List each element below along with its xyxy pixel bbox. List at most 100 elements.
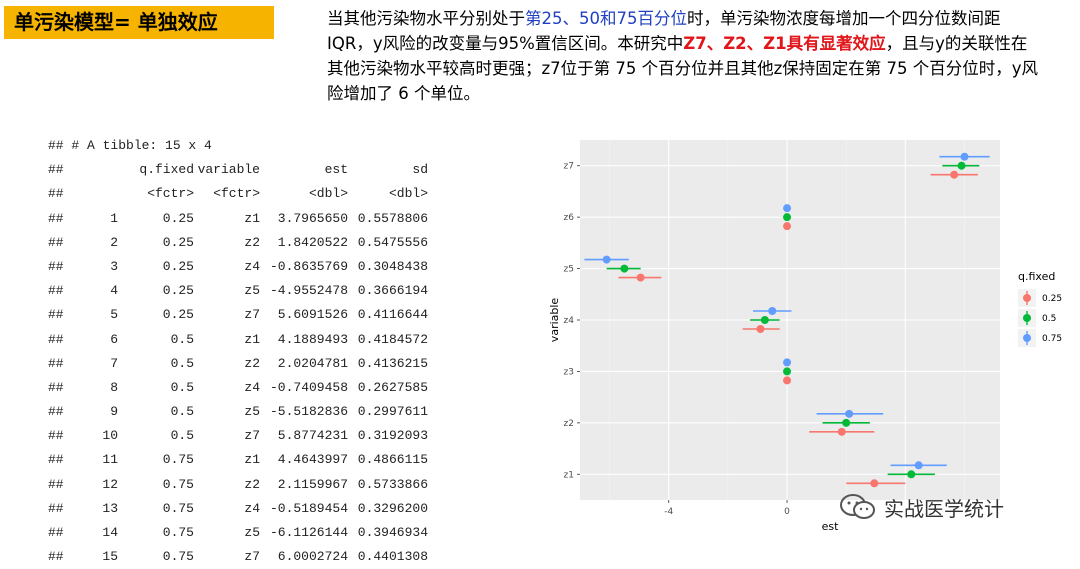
data-point — [768, 307, 777, 315]
tibble-cell: 0.4866115 — [357, 452, 428, 468]
tibble-row: ## 13 0.75 z4 -0.5189454 0.3296200 — [48, 497, 428, 521]
tibble-cell: ## — [48, 549, 64, 565]
data-point — [783, 358, 792, 367]
y-tick-label: z1 — [564, 470, 574, 480]
tibble-cell: <dbl> — [388, 186, 428, 202]
series-0.25 — [618, 170, 978, 488]
watermark: 实战医学统计 — [838, 492, 1004, 522]
tibble-row: ## 14 0.75 z5 -6.1126144 0.3946934 — [48, 521, 428, 545]
tibble-cell: 5 — [110, 307, 118, 323]
legend-label: 0.5 — [1042, 314, 1056, 324]
legend-key-point — [1023, 294, 1031, 302]
tibble-cell: z7 — [244, 307, 260, 323]
tibble-cell: 0.5 — [170, 428, 194, 444]
tibble-cell: 12 — [102, 476, 118, 492]
tibble-cell: 0.2997611 — [357, 404, 428, 420]
data-point — [602, 255, 611, 264]
data-point — [914, 461, 923, 470]
y-tick-label: z5 — [564, 265, 574, 275]
tibble-cell: z5 — [244, 404, 260, 420]
legend-key-point — [1023, 314, 1031, 322]
tibble-cell: -0.7409458 — [269, 379, 348, 395]
tibble-cell: 5.6091526 — [277, 307, 348, 323]
tibble-cell: -5.5182836 — [269, 404, 348, 420]
data-point — [907, 470, 916, 479]
tibble-cell: 3 — [110, 258, 118, 274]
tibble-cell: z1 — [244, 331, 260, 347]
desc-segment: Z7、Z2、Z1具有显著效应 — [683, 34, 886, 53]
data-point — [636, 273, 645, 282]
tibble-cell: 0.25 — [162, 258, 194, 274]
series-0.5 — [606, 161, 980, 479]
desc-segment: 当其他污染物水平分别处于 — [327, 9, 525, 28]
tibble-row: ## 11 0.75 z1 4.4643997 0.4866115 — [48, 448, 428, 472]
data-point — [870, 479, 879, 488]
tibble-cell: 4.4643997 — [277, 452, 348, 468]
data-point — [957, 161, 966, 170]
legend-key-point — [1023, 334, 1031, 342]
tibble-cell: ## — [48, 234, 64, 250]
tibble-cell: 0.75 — [162, 452, 194, 468]
tibble-cell: 4.1889493 — [277, 331, 348, 347]
tibble-cell: 2 — [110, 234, 118, 250]
tibble-cell: 0.5578806 — [357, 210, 428, 226]
data-point — [783, 376, 792, 385]
tibble-cell: 0.25 — [162, 307, 194, 323]
tibble-cell: 0.75 — [162, 549, 194, 565]
tibble-cell: 0.75 — [162, 500, 194, 516]
tibble-cell: z4 — [244, 258, 260, 274]
slide-title: 单污染模型= 单独效应 — [4, 6, 274, 39]
data-point — [760, 316, 769, 324]
tibble-cell: 0.5 — [170, 331, 194, 347]
tibble-cell: -6.1126144 — [269, 525, 348, 540]
tibble-cell: ## — [48, 404, 64, 420]
tibble-cell: <fctr> — [147, 186, 194, 202]
tibble-cell: ## — [48, 210, 64, 226]
tibble-cell: ## — [48, 379, 64, 395]
x-tick-label: -4 — [664, 507, 673, 517]
tibble-cell: ## — [48, 283, 64, 299]
tibble-cell: 0.4401308 — [357, 549, 428, 565]
tibble-row: ## 5 0.25 z7 5.6091526 0.4116644 — [48, 303, 428, 327]
tibble-row: ## 15 0.75 z7 6.0002724 0.4401308 — [48, 545, 428, 569]
watermark-text: 实战医学统计 — [884, 496, 1004, 521]
tibble-cell: 7 — [110, 355, 118, 371]
tibble-cell: 0.4116644 — [357, 307, 428, 323]
tibble-cell: 0.3666194 — [357, 283, 428, 299]
tibble-cell: <dbl> — [308, 186, 348, 202]
tibble-cell: ## — [48, 186, 64, 202]
tibble-cell: 0.3946934 — [357, 525, 428, 540]
data-point — [960, 152, 969, 161]
tibble-cell: sd — [412, 162, 428, 178]
series-0.75 — [584, 152, 990, 470]
tibble-cell: ## — [48, 500, 64, 516]
tibble-row: ## 2 0.25 z2 1.8420522 0.5475556 — [48, 231, 428, 255]
tibble-cell: ## — [48, 428, 64, 444]
tibble-row: ## 8 0.5 z4 -0.7409458 0.2627585 — [48, 376, 428, 400]
description-paragraph: 当其他污染物水平分别处于第25、50和75百分位时，单污染物浓度每增加一个四分位… — [327, 6, 1042, 106]
data-point — [950, 170, 959, 179]
y-tick-label: z7 — [564, 162, 574, 172]
tibble-cell: 15 — [102, 549, 118, 565]
tibble-cell: z2 — [244, 234, 260, 250]
tibble-cell: 0.4184572 — [357, 331, 428, 347]
tibble-caption: ## # A tibble: 15 x 4 — [48, 138, 212, 153]
tibble-cell: ## — [48, 476, 64, 492]
tibble-cell: z7 — [244, 428, 260, 444]
y-tick-label: z6 — [564, 213, 575, 223]
tibble-cell: ## — [48, 355, 64, 371]
tibble-cell: 0.5 — [170, 355, 194, 371]
tibble-cell: <fctr> — [213, 186, 260, 202]
tibble-cell: -0.8635769 — [269, 258, 348, 274]
tibble-row: ## 9 0.5 z5 -5.5182836 0.2997611 — [48, 400, 428, 424]
tibble-cell: -0.5189454 — [269, 500, 348, 516]
desc-segment: 第25、50和75百分位 — [525, 9, 687, 28]
tibble-cell: 13 — [102, 500, 118, 516]
tibble-row: ## 6 0.5 z1 4.1889493 0.4184572 — [48, 328, 428, 352]
tibble-cell: z4 — [244, 379, 260, 395]
data-point — [837, 427, 846, 436]
tibble-row: ## 7 0.5 z2 2.0204781 0.4136215 — [48, 352, 428, 376]
x-tick-label: 0 — [784, 507, 790, 517]
tibble-cell: z7 — [244, 549, 260, 565]
tibble-cell: 0.2627585 — [357, 379, 428, 395]
